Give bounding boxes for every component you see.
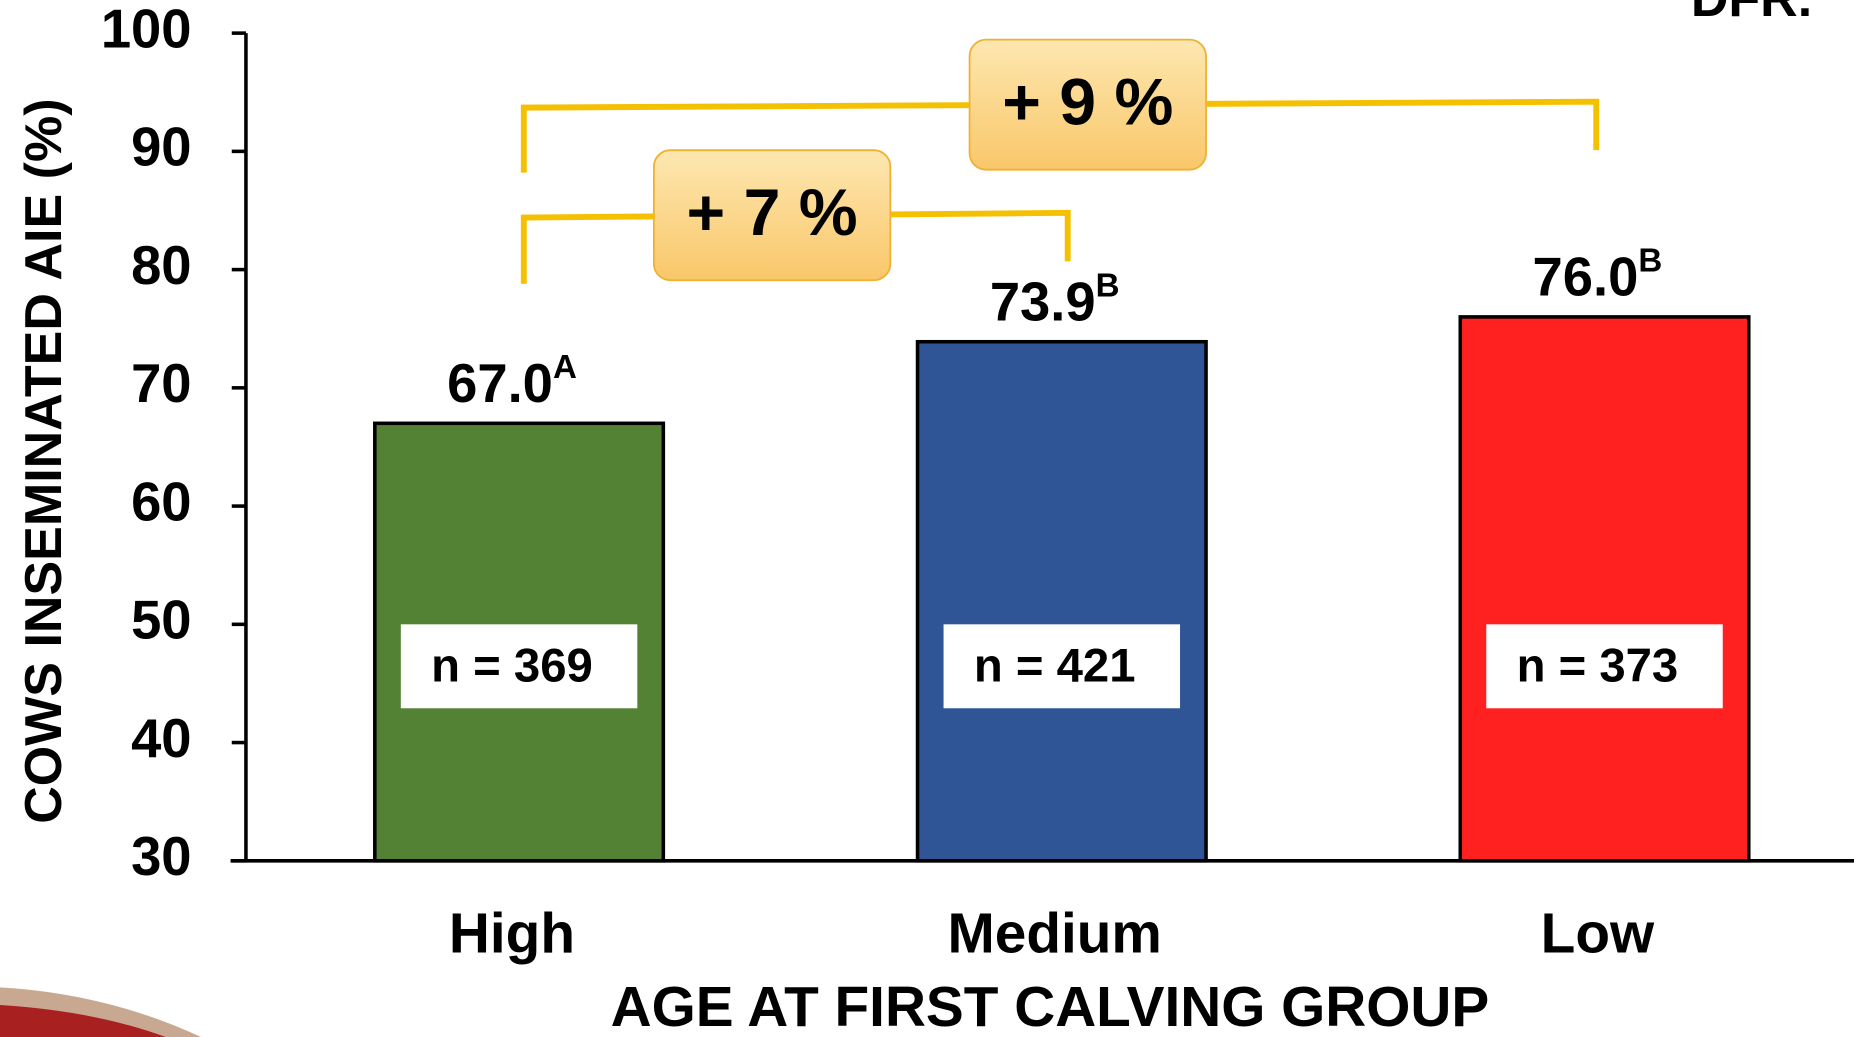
annotation: + 9 %	[1002, 66, 1173, 140]
x-tick-label: Medium	[947, 903, 1161, 966]
sample-label: n = 421	[974, 640, 1136, 693]
sample-label: n = 369	[431, 640, 593, 693]
annotation-box	[968, 38, 1207, 171]
y-tick-label: 70	[131, 353, 191, 414]
y-axis-title: COWS INSEMINATED AIE (%)	[15, 98, 73, 823]
x-axis-title: AGE AT FIRST CALVING GROUP	[611, 976, 1490, 1037]
x-tick-label: Low	[1541, 903, 1655, 966]
value-label: 67.0A	[447, 349, 577, 415]
bar	[915, 339, 1208, 863]
value-label-number: 67.0	[447, 353, 553, 414]
sample-box	[400, 624, 638, 709]
value-label: 73.9B	[990, 267, 1120, 333]
value-label-number: 73.9	[990, 272, 1096, 333]
sample-box	[943, 624, 1181, 709]
y-tick-label: 80	[131, 235, 191, 296]
y-tick-label: 60	[131, 471, 191, 532]
x-tick-label: High	[449, 903, 575, 966]
y-tick-label: 90	[131, 117, 191, 178]
value-label: 76.0B	[1533, 242, 1663, 308]
significance-letter: B	[1638, 242, 1662, 279]
value-label-number: 76.0	[1533, 247, 1639, 308]
sample-box	[1486, 624, 1723, 709]
y-tick-label: 100	[101, 0, 192, 60]
annotation-box	[652, 149, 892, 282]
y-tick-label: 40	[131, 708, 191, 769]
sample-label: n = 373	[1517, 640, 1679, 693]
annotation: + 7 %	[687, 176, 858, 250]
significance-letter: B	[1096, 267, 1120, 304]
decoration	[0, 1005, 166, 1037]
bar	[1458, 315, 1751, 863]
corner-text: DFR.	[1691, 0, 1812, 28]
y-tick-label: 50	[131, 590, 191, 651]
y-tick-label: 30	[131, 826, 191, 887]
significance-letter: A	[553, 349, 577, 386]
